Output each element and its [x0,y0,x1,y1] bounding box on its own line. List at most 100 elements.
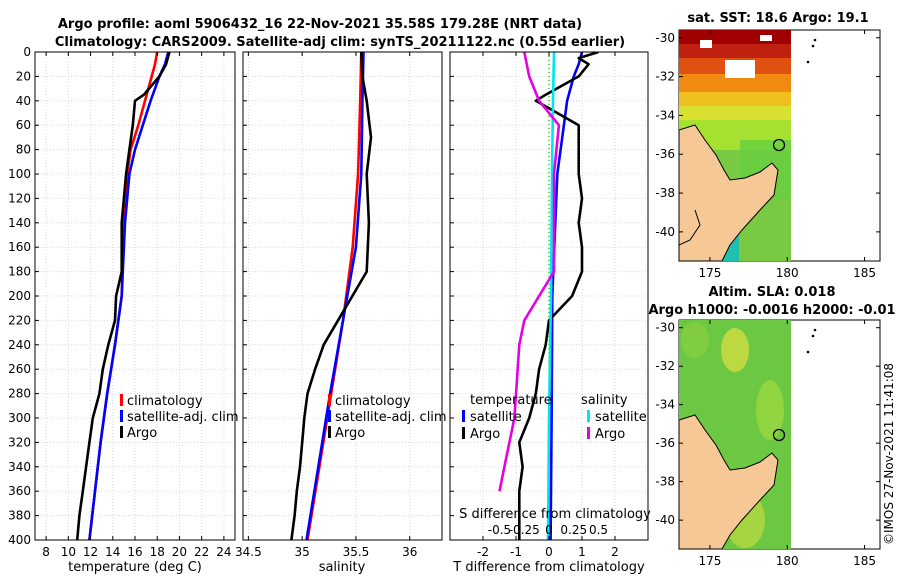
x-tick-label: 24 [216,545,231,559]
temperature-panel: 8 10 12 14 16 18 20 22 2402040608010012014016018… [8,45,239,559]
series-group [75,52,171,540]
series-group [498,52,599,540]
top-tick-label: 0.5 [589,523,608,537]
legend-swatch [120,426,123,438]
legend-swatch [328,426,331,438]
x-tick-label: 12 [83,545,98,559]
series-line-climatology [88,52,159,540]
map-lon-label: 175 [698,266,721,280]
series-line-salinity-satellite [546,52,556,540]
temperature-xlabel: temperature (deg C) [68,560,202,575]
legend-swatch [587,410,590,422]
imos-credit: ©IMOS 27-Nov-2021 11:41:08 [882,363,896,545]
y-tick-label: 400 [8,533,31,547]
map-lat-label: -32 [655,70,675,84]
legend-swatch [328,410,331,422]
map-lat-label: -34 [655,398,675,412]
top-tick-label: -0.5 [488,523,511,537]
legend-label: satellite-adj. clim [127,410,239,425]
grid [243,51,442,541]
legend-label: Argo [470,427,500,442]
top-tick-label: -0.25 [509,523,540,537]
figure-title-line2: Climatology: CARS2009. Satellite-adj cli… [55,35,625,50]
y-tick-label: 280 [8,387,31,401]
y-tick-label: 140 [8,216,31,230]
x-tick-label: 8 [42,545,50,559]
y-tick-label: 320 [8,435,31,449]
series-group [290,52,373,540]
map-lat-label: -36 [655,147,675,161]
series-line-satellite-adj-clim [88,52,170,540]
legend-title-temperature: temperature [470,393,552,408]
map-lat-label: -30 [655,321,675,335]
x-tick-label: 16 [127,545,142,559]
map-lon-label: 175 [698,554,721,568]
x-tick-label: 10 [61,545,76,559]
legend-label: Argo [595,427,625,442]
x-tick-label: 20 [172,545,187,559]
legend-label: satellite [470,410,522,425]
legend-swatch [328,394,331,406]
salinity-xlabel: salinity [319,560,366,575]
y-tick-label: 300 [8,411,31,425]
map-lon-label: 180 [776,266,799,280]
y-tick-label: 80 [16,143,31,157]
grid [35,51,235,541]
x-tick-label: 18 [150,545,165,559]
y-tick-label: 0 [23,45,31,59]
sst-map: -30 -32 -34 -36 -38 -40 175 180 185 [655,29,881,280]
x-tick-label: 1 [578,545,586,559]
map-lat-label: -40 [655,225,675,239]
x-tick-label: 2 [611,545,619,559]
difference-panel: -2 -1 0 1 2 temperature salinity satellite Argo s… [449,51,651,559]
map-lat-label: -36 [655,436,675,450]
legend-swatch [462,410,465,422]
y-tick-label: 60 [16,118,31,132]
y-tick-label: 380 [8,509,31,523]
series-line-temperature-satellite [549,52,584,540]
x-tick-label: 35 [295,545,310,559]
map-lat-label: -32 [655,359,675,373]
map-lon-label: 185 [853,266,876,280]
map-lat-label: -34 [655,108,675,122]
series-line-satellite-adj-clim [305,52,365,540]
top-axis-label: S difference from climatology [459,507,651,522]
legend-swatch [120,394,123,406]
top-tick-label: 0 [545,523,553,537]
x-tick-label: 35.5 [343,545,370,559]
x-tick-label: 22 [194,545,209,559]
y-tick-label: 20 [16,69,31,83]
series-line-temperature-argo [517,52,599,540]
map-lat-label: -30 [655,31,675,45]
x-tick-label: 34.5 [235,545,262,559]
x-tick-label: -2 [477,545,489,559]
legend-label: climatology [127,394,203,409]
y-tick-label: 240 [8,338,31,352]
sla-map-title-line2: Argo h1000: -0.0016 h2000: -0.01 [648,303,895,318]
difference-xlabel: T difference from climatology [452,560,645,575]
legend-label: climatology [335,394,411,409]
figure-title-line1: Argo profile: aoml 5906432_16 22-Nov-202… [58,17,582,32]
y-tick-label: 40 [16,94,31,108]
y-tick-label: 100 [8,167,31,181]
series-line-argo [290,52,373,540]
legend-title-salinity: salinity [581,393,628,408]
y-tick-label: 360 [8,484,31,498]
y-tick-label: 160 [8,240,31,254]
legend-label: Argo [335,426,365,441]
map-lon-label: 180 [776,554,799,568]
series-line-salinity-argo [498,52,561,492]
x-tick-label: 36 [402,545,417,559]
y-tick-label: 340 [8,460,31,474]
legend-swatch [587,427,590,439]
y-tick-label: 120 [8,191,31,205]
x-tick-label: 0 [545,545,553,559]
map-lat-label: -38 [655,475,675,489]
sla-map: -30 -32 -34 -36 -38 -40 175 180 185 [655,319,881,568]
sst-map-title: sat. SST: 18.6 Argo: 19.1 [687,11,868,26]
legend-label: satellite-adj. clim [335,410,447,425]
map-lon-label: 185 [853,554,876,568]
legend-label: satellite [595,410,647,425]
